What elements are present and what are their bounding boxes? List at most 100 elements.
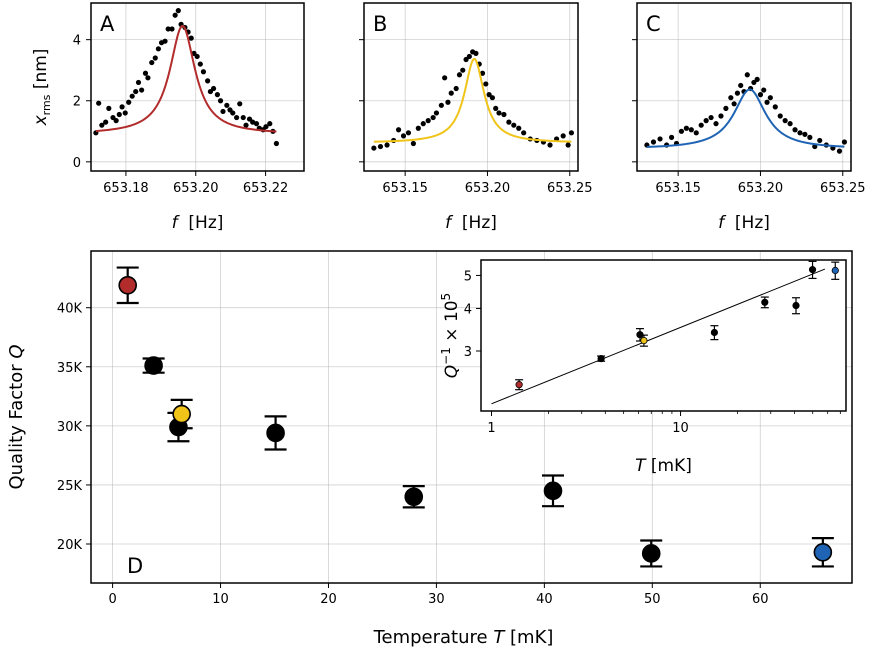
- data-point: [521, 130, 527, 136]
- data-point: [761, 87, 767, 93]
- data-point: [688, 127, 694, 133]
- data-point: [808, 266, 817, 274]
- data-point: [103, 119, 109, 125]
- data-point: [515, 381, 523, 389]
- fit-line: [491, 268, 826, 405]
- x-tick-label: 50: [644, 592, 661, 607]
- data-point: [155, 46, 161, 52]
- panel-label: C: [646, 12, 661, 36]
- panel-label: B: [373, 12, 387, 36]
- axes-frame: [480, 259, 847, 412]
- data-point: [142, 70, 149, 76]
- data-point: [442, 75, 448, 81]
- data-point: [371, 145, 377, 151]
- x-tick-label: 10: [672, 421, 689, 436]
- data-point: [119, 104, 125, 110]
- data-point: [106, 105, 112, 111]
- data-point: [718, 113, 724, 119]
- x-axis-label: f [Hz]: [172, 213, 224, 233]
- data-point: [194, 53, 200, 60]
- fit-curve: [646, 88, 845, 148]
- data-point: [405, 130, 412, 136]
- data-point: [713, 121, 719, 127]
- data-point: [460, 67, 466, 73]
- data-point: [516, 125, 522, 131]
- data-point: [243, 122, 249, 128]
- data-point: [152, 55, 158, 61]
- data-point: [410, 140, 416, 147]
- data-point: [453, 85, 459, 92]
- data-point: [683, 125, 689, 131]
- data-point: [506, 119, 512, 125]
- axes-frame: [363, 2, 579, 172]
- x-tick-label: 0: [108, 592, 116, 607]
- data-point: [253, 121, 260, 127]
- data-point: [757, 92, 764, 98]
- x-axis-label: f [Hz]: [445, 213, 497, 233]
- data-point: [234, 114, 240, 121]
- data-point: [149, 59, 155, 66]
- data-point: [831, 266, 839, 275]
- x-tick-label: 653.20: [173, 181, 219, 196]
- data-point: [135, 79, 142, 86]
- data-point: [197, 61, 203, 67]
- data-point: [220, 108, 226, 115]
- data-point: [126, 99, 132, 105]
- y-tick-label: 2: [73, 95, 81, 110]
- data-point: [792, 301, 800, 310]
- x-tick-label: 653.20: [465, 181, 511, 196]
- y-axis-label: xrms [nm]: [31, 49, 53, 127]
- x-tick-label: 653.25: [820, 181, 866, 196]
- data-point: [395, 127, 402, 133]
- data-point: [657, 136, 663, 142]
- data-point: [543, 481, 563, 501]
- data-point: [807, 134, 813, 140]
- data-point: [744, 72, 750, 78]
- data-point: [463, 56, 469, 63]
- data-point: [456, 72, 463, 78]
- fit-curve: [95, 24, 277, 133]
- x-axis-label: Temperature T [mK]: [373, 627, 554, 648]
- data-point: [430, 114, 436, 121]
- panel-label: A: [100, 12, 115, 36]
- data-point: [384, 142, 390, 148]
- data-point: [703, 118, 709, 124]
- data-point: [641, 544, 661, 563]
- y-tick-label: 0: [73, 156, 81, 171]
- panel-D: 0 10 20 30 40 50 60 20K 25K 30K 35K 40K D Temperature…: [6, 250, 853, 648]
- data-point: [466, 53, 472, 60]
- data-point: [175, 8, 181, 14]
- data-point: [597, 355, 605, 363]
- data-point: [693, 130, 699, 136]
- data-point: [210, 85, 217, 92]
- data-point: [501, 111, 507, 118]
- data-point: [698, 122, 704, 128]
- data-point: [668, 134, 675, 140]
- data-point: [266, 423, 285, 443]
- y-tick-label: 3: [464, 345, 472, 360]
- data-point: [787, 121, 793, 127]
- data-point: [230, 110, 236, 116]
- y-tick-label: 35K: [57, 361, 83, 376]
- data-point: [224, 102, 230, 108]
- data-point: [263, 124, 269, 130]
- data-point: [205, 78, 211, 84]
- data-point: [817, 137, 823, 144]
- data-point: [99, 122, 105, 128]
- axes-frame: [90, 250, 853, 584]
- panel-label: D: [127, 554, 143, 578]
- data-point: [139, 87, 145, 93]
- x-tick-label: 20: [320, 592, 337, 607]
- data-point: [425, 118, 431, 124]
- axes-frame: [636, 2, 852, 172]
- data-point: [493, 105, 499, 111]
- data-point: [483, 81, 489, 87]
- data-point: [547, 142, 553, 148]
- y-tick-label: 5: [464, 269, 472, 284]
- panel-A: 653.18 653.20 653.22 0 2 4 Af [Hz] xrms [nm]: [31, 2, 305, 233]
- data-point: [767, 95, 773, 101]
- data-point: [145, 75, 151, 81]
- data-point: [214, 92, 221, 98]
- data-point: [133, 88, 139, 95]
